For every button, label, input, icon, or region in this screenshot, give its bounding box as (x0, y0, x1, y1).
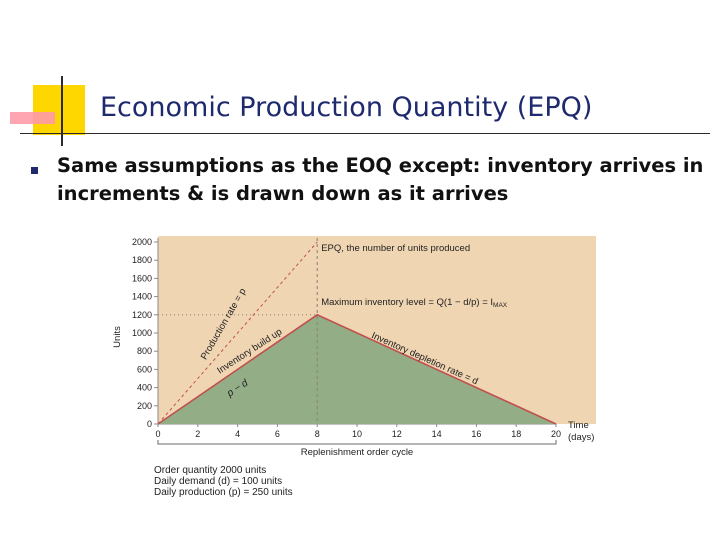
chart-note: Daily production (p) = 250 units (154, 487, 293, 498)
bullet-text: Same assumptions as the EOQ except: inve… (57, 154, 704, 205)
x-tick-label: 12 (392, 429, 402, 439)
y-tick-label: 800 (137, 346, 152, 356)
y-tick-label: 200 (137, 401, 152, 411)
decor-red-bar (10, 112, 55, 124)
annotation-max-level: Maximum inventory level = Q(1 − d/p) = I… (321, 297, 508, 309)
x-tick-label: 18 (511, 429, 521, 439)
annotation-cycle: Replenishment order cycle (301, 447, 413, 458)
y-tick-label: 1200 (132, 310, 152, 320)
x-tick-label: 14 (432, 429, 442, 439)
y-tick-label: 1000 (132, 328, 152, 338)
x-tick-label: 6 (275, 429, 280, 439)
y-tick-label: 400 (137, 383, 152, 393)
x-tick-label: 2 (195, 429, 200, 439)
annotation-max-level-text: Maximum inventory level = Q(1 − d/p) = I (321, 297, 493, 308)
x-tick-label: 0 (155, 429, 160, 439)
x-axis: 0 2 4 6 8 10 12 14 16 18 20 (155, 423, 561, 445)
slide-title: Economic Production Quantity (EPQ) (100, 92, 593, 123)
y-axis: 0 200 400 600 800 1000 1200 1400 1600 1800 2000 (132, 237, 159, 429)
y-tick-label: 1400 (132, 292, 152, 302)
x-tick-label: 20 (551, 429, 561, 439)
annotation-max-level-subscript: MAX (493, 302, 508, 309)
decor-vertical-rule (61, 76, 63, 146)
cycle-bracket (157, 440, 557, 445)
x-tick-label: 4 (235, 429, 240, 439)
bullet-marker (31, 167, 38, 174)
y-tick-label: 1600 (132, 273, 152, 283)
decor-horizontal-rule (20, 133, 710, 134)
y-axis-label: Units (112, 326, 123, 348)
y-tick-label: 2000 (132, 237, 152, 247)
reference-lines (158, 238, 318, 424)
x-tick-label: 8 (315, 429, 320, 439)
y-tick-label: 1800 (132, 255, 152, 265)
x-axis-label-line1: Time (568, 420, 589, 431)
x-tick-label: 10 (352, 429, 362, 439)
x-axis-label-line2: (days) (568, 432, 594, 443)
series-layer (157, 241, 557, 425)
x-axis-label: Time (days) (568, 420, 594, 443)
x-tick-label: 16 (471, 429, 481, 439)
chart-note: Order quantity 2000 units (154, 465, 267, 476)
chart-notes: Order quantity 2000 units Daily demand (d… (154, 465, 293, 498)
epq-chart: 0 200 400 600 800 1000 1200 1400 1600 1800 2000 0 2… (112, 236, 596, 458)
chart-note: Daily demand (d) = 100 units (154, 476, 283, 487)
series-1-line (157, 313, 557, 425)
series-1-area (158, 314, 556, 424)
y-tick-label: 0 (147, 419, 152, 429)
annotation-epq: EPQ, the number of units produced (321, 243, 470, 254)
decor-yellow-square (33, 85, 85, 135)
y-tick-label: 600 (137, 364, 152, 374)
series-0-line (157, 241, 318, 425)
